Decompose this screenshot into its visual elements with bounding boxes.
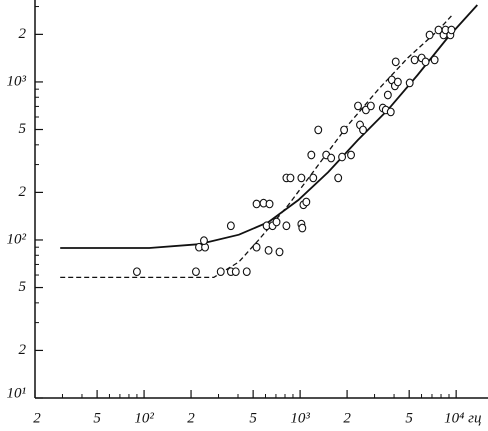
data-point — [302, 197, 311, 207]
x-tick-label: 2 — [187, 410, 195, 426]
data-point — [309, 173, 318, 183]
data-point — [264, 245, 273, 255]
data-point — [354, 101, 362, 111]
data-point — [359, 125, 367, 135]
x-tick-label: 2 — [33, 410, 41, 426]
data-point — [252, 199, 261, 209]
data-point — [265, 199, 274, 209]
data-point — [327, 153, 336, 163]
data-point — [275, 247, 284, 257]
data-point — [297, 173, 306, 183]
data-point — [272, 217, 281, 227]
curve — [60, 4, 478, 249]
x-tick-label: 10² — [134, 410, 154, 426]
data-point — [366, 101, 375, 111]
data-point — [132, 267, 141, 277]
data-point — [216, 267, 225, 277]
data-point — [393, 77, 402, 87]
data-point — [391, 57, 400, 67]
data-point — [191, 267, 200, 277]
data-point — [425, 30, 434, 40]
x-tick-label: 10⁴ гц — [444, 410, 481, 426]
data-point — [286, 173, 295, 183]
data-point — [410, 55, 419, 65]
data-point — [383, 90, 392, 100]
data-point — [242, 267, 251, 277]
data-point — [386, 107, 395, 117]
y-tick-label: 5 — [19, 121, 27, 137]
data-point — [405, 78, 414, 88]
data-point — [340, 125, 349, 135]
data-point — [298, 223, 307, 233]
data-point — [200, 236, 208, 246]
x-tick-label: 5 — [249, 410, 257, 426]
data-point — [447, 25, 456, 35]
x-tick-label: 5 — [405, 410, 413, 426]
data-point — [347, 150, 355, 160]
data-point — [334, 173, 343, 183]
x-tick-label: 2 — [343, 410, 351, 426]
y-tick-label: 5 — [19, 279, 27, 295]
y-tick-label: 2 — [19, 184, 27, 200]
data-point — [252, 242, 261, 252]
data-point — [226, 221, 235, 231]
data-point — [231, 267, 240, 277]
curve — [60, 15, 452, 279]
data-point — [307, 150, 316, 160]
y-tick-label: 2 — [19, 342, 27, 358]
data-point — [421, 57, 430, 67]
data-point — [338, 152, 347, 162]
data-point — [430, 55, 439, 65]
data-point — [282, 221, 291, 231]
data-point — [314, 125, 323, 135]
y-tick-label: 10³ — [7, 73, 27, 89]
x-tick-label: 5 — [93, 410, 101, 426]
y-tick-label: 10² — [7, 231, 27, 247]
x-tick-label: 10³ — [290, 410, 310, 426]
y-tick-label: 2 — [19, 26, 27, 42]
y-tick-label: 10¹ — [7, 385, 27, 401]
